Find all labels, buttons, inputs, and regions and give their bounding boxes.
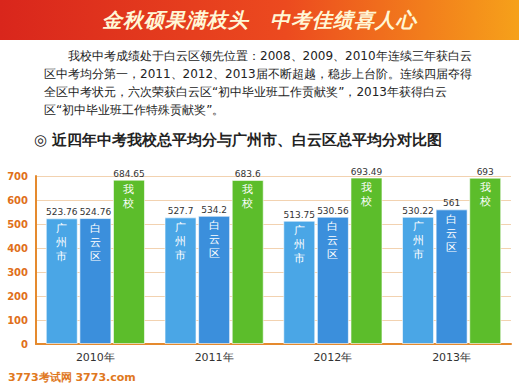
svg-text:校: 校: [241, 197, 253, 210]
html-text:◎ 近四年中考我校总平均分与广州市、白云区总平均分对比图: ◎ 近四年中考我校总平均分与广州市、白云区总平均分对比图: [34, 131, 443, 149]
svg-text:2013年: 2013年: [432, 351, 471, 364]
svg-text:校: 校: [360, 195, 372, 208]
svg-text:州: 州: [413, 234, 424, 247]
svg-text:市: 市: [294, 252, 305, 265]
svg-text:2012年: 2012年: [313, 351, 352, 364]
svg-text:500: 500: [7, 219, 28, 230]
svg-text:市: 市: [413, 248, 424, 261]
svg-text:我: 我: [480, 181, 491, 194]
svg-text:683.6: 683.6: [235, 169, 261, 179]
svg-text:我: 我: [123, 183, 134, 196]
svg-text:200: 200: [7, 291, 28, 302]
svg-text:我: 我: [361, 181, 372, 194]
svg-text:0: 0: [21, 339, 28, 350]
svg-text:400: 400: [7, 243, 28, 254]
svg-text:区: 区: [446, 241, 457, 254]
svg-text:白: 白: [327, 220, 338, 233]
svg-text:693.49: 693.49: [351, 167, 383, 177]
svg-text:684.65: 684.65: [113, 169, 145, 179]
svg-text:534.2: 534.2: [201, 205, 227, 215]
svg-text:693: 693: [477, 167, 494, 177]
svg-text:700: 700: [7, 171, 28, 182]
svg-text:市: 市: [56, 250, 67, 263]
svg-text:523.76: 523.76: [46, 207, 78, 217]
svg-text:州: 州: [175, 235, 186, 248]
svg-text:广: 广: [413, 220, 424, 233]
svg-text:云: 云: [327, 234, 338, 247]
svg-text:白: 白: [209, 219, 220, 232]
svg-text:白: 白: [90, 222, 101, 235]
svg-text:527.7: 527.7: [168, 206, 194, 216]
svg-text:广: 广: [56, 222, 67, 235]
svg-text:2010年: 2010年: [76, 351, 115, 364]
svg-text:广: 广: [294, 224, 305, 237]
svg-text:校: 校: [122, 197, 134, 210]
svg-text:600: 600: [7, 195, 28, 206]
svg-text:524.76: 524.76: [80, 207, 112, 217]
svg-text:我: 我: [242, 183, 253, 196]
svg-text:100: 100: [7, 315, 28, 326]
svg-text:校: 校: [479, 195, 491, 208]
svg-text:区: 区: [209, 247, 220, 260]
svg-text:市: 市: [175, 249, 186, 262]
svg-text:区: 区: [327, 248, 338, 261]
svg-text:530.22: 530.22: [402, 206, 434, 216]
svg-text:广: 广: [175, 221, 186, 234]
svg-text:2011年: 2011年: [195, 351, 234, 364]
svg-text:州: 州: [56, 236, 67, 249]
svg-text:云: 云: [209, 233, 220, 246]
svg-text:300: 300: [7, 267, 28, 278]
svg-text:白: 白: [446, 213, 457, 226]
html-text:我校中考成绩处于白云区领先位置：2008、2009、2010: 我校中考成绩处于白云区领先位置：2008、2009、2010年连续三年获白云区中…: [44, 49, 472, 117]
html-text:金秋硕果满枝头 中考佳绩喜人心: 金秋硕果满枝头 中考佳绩喜人心: [102, 8, 417, 32]
svg-text:530.56: 530.56: [317, 206, 349, 216]
svg-text:561: 561: [443, 198, 460, 208]
html-text:3773考试网 3773.com: 3773考试网 3773.com: [8, 371, 136, 384]
svg-text:区: 区: [90, 250, 101, 263]
svg-text:州: 州: [294, 238, 305, 251]
svg-text:云: 云: [90, 236, 101, 249]
svg-text:513.75: 513.75: [284, 210, 316, 220]
svg-text:云: 云: [446, 227, 457, 240]
